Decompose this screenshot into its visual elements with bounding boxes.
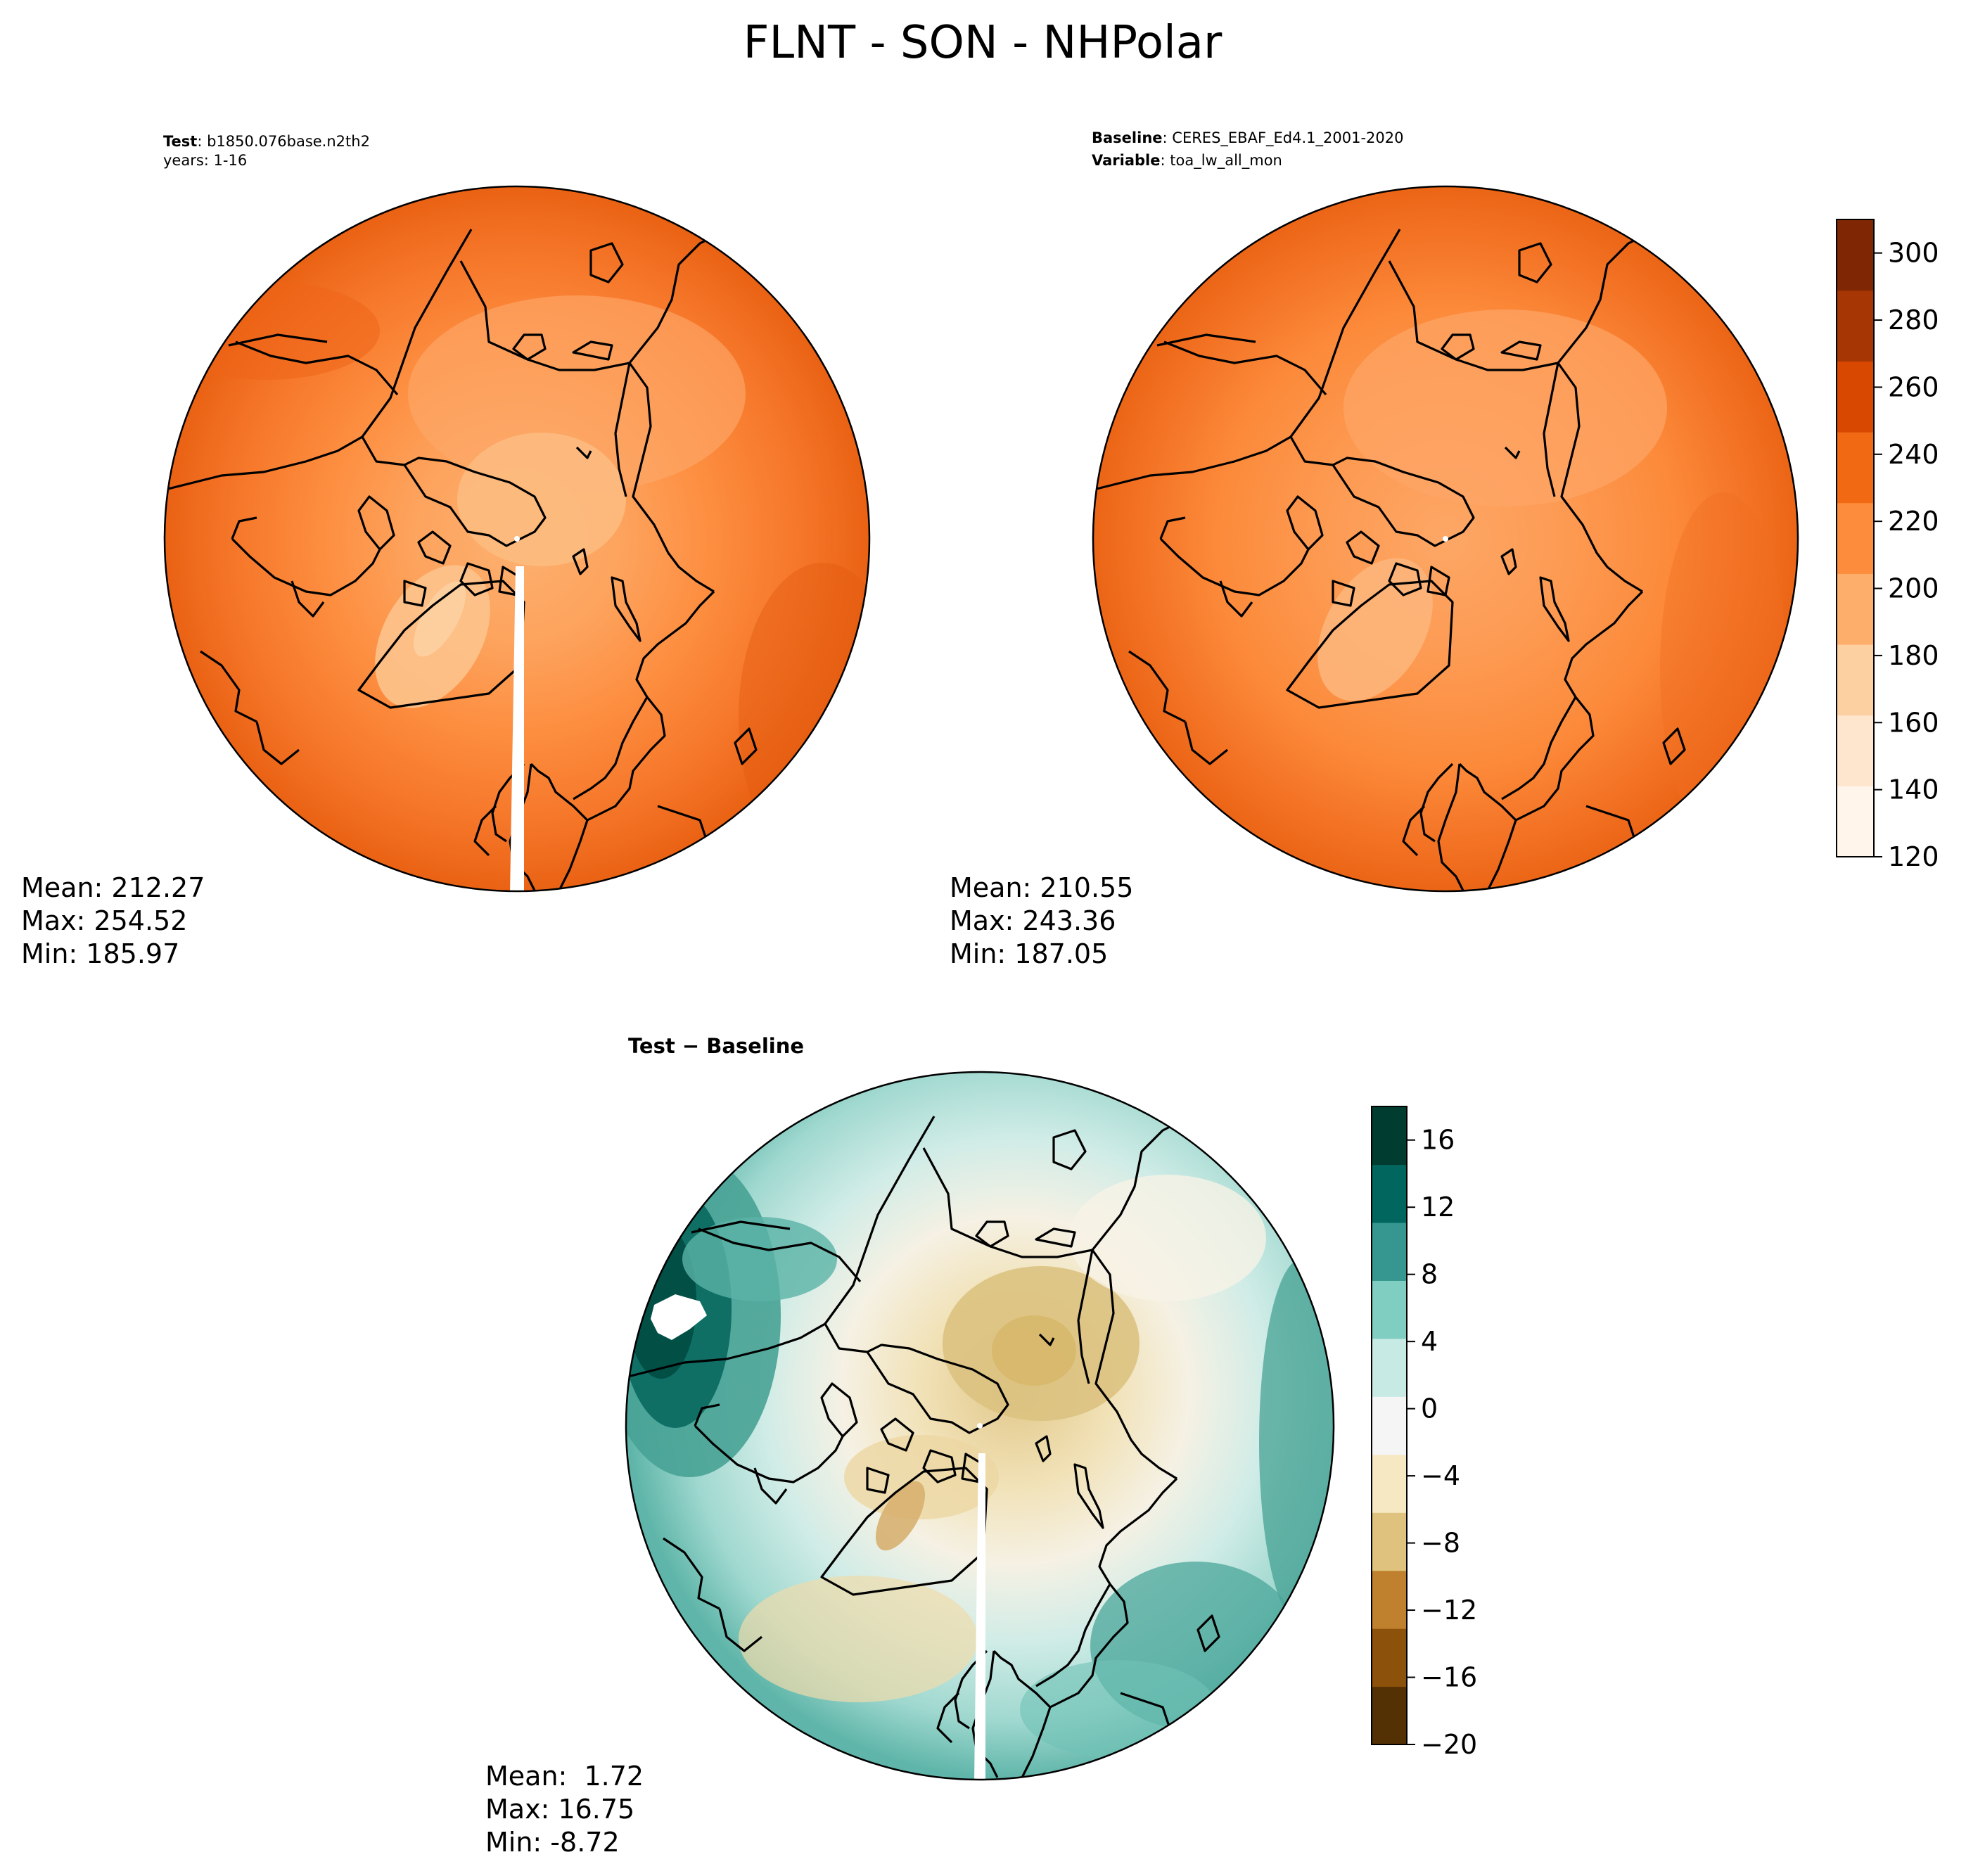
colorbar-main-segment	[1837, 361, 1874, 433]
baseline-header-value2: toa_lw_all_mon	[1170, 152, 1282, 170]
colorbar-diff: −20 −16 −12 −8 −4 0 4 8 12 16	[1371, 1106, 1477, 1760]
test-header-label: Test	[163, 133, 197, 150]
colorbar-diff-segment	[1372, 1280, 1407, 1339]
colorbar-main-tick-label: 220	[1888, 506, 1939, 537]
diff-max: Max: 16.75	[485, 1794, 634, 1825]
baseline-header-line1: Baseline: CERES_EBAF_Ed4.1_2001-2020	[1092, 129, 1403, 147]
colorbar-diff-segment	[1372, 1164, 1407, 1223]
colorbar-main-frame	[1836, 219, 1875, 857]
colorbar-main-tick-label: 200	[1888, 573, 1939, 604]
colorbar-diff-segment	[1372, 1338, 1407, 1397]
colorbar-diff-segment	[1372, 1396, 1407, 1455]
diff-panel: Test − Baseline Mean: 1.72 Max:	[485, 1034, 1335, 1858]
test-header-line1: Test: b1850.076base.n2th2	[163, 133, 370, 150]
colorbar-main-tick-label: 300	[1888, 238, 1939, 269]
colorbar-main-segment	[1837, 432, 1874, 504]
colorbar-diff-tick-label: 16	[1421, 1125, 1455, 1156]
test-header-value: b1850.076base.n2th2	[207, 133, 370, 150]
colorbar-diff-segment	[1372, 1628, 1407, 1687]
colorbar-main: 120 140 160 180 200 220 240 260 280 300	[1836, 219, 1939, 872]
colorbar-diff-segment	[1372, 1454, 1407, 1513]
figure-title: FLNT - SON - NHPolar	[743, 17, 1223, 69]
baseline-header-line2: Variable: toa_lw_all_mon	[1092, 152, 1282, 170]
colorbar-main-segment	[1837, 573, 1874, 645]
colorbar-main-tick-label: 140	[1888, 774, 1939, 805]
colorbar-diff-tick-label: 0	[1421, 1393, 1438, 1424]
baseline-min: Min: 187.05	[950, 938, 1108, 969]
colorbar-diff-segment	[1372, 1686, 1407, 1745]
baseline-header-value: CERES_EBAF_Ed4.1_2001-2020	[1172, 129, 1403, 147]
diff-min: Min: -8.72	[485, 1827, 620, 1858]
colorbar-diff-tick-label: −16	[1421, 1662, 1477, 1693]
colorbar-main-tick-label: 260	[1888, 371, 1939, 402]
test-panel: Test: b1850.076base.n2th2 years: 1-16 Me…	[21, 133, 871, 969]
colorbar-diff-segment	[1372, 1512, 1407, 1571]
colorbar-main-segment	[1837, 644, 1874, 716]
colorbar-diff-segment	[1372, 1222, 1407, 1281]
colorbar-main-segment	[1837, 290, 1874, 362]
test-min: Min: 185.97	[21, 938, 179, 969]
colorbar-diff-segment	[1372, 1570, 1407, 1629]
colorbar-diff-tick-label: 12	[1421, 1192, 1455, 1223]
test-max: Max: 254.52	[21, 905, 187, 936]
colorbar-main-tick-label: 160	[1888, 707, 1939, 738]
baseline-header-label: Baseline	[1092, 129, 1163, 146]
colorbar-main-tick-label: 280	[1888, 305, 1939, 336]
colorbar-diff-segment	[1372, 1106, 1407, 1166]
test-header-line2: years: 1-16	[163, 152, 247, 169]
baseline-polar-map	[1093, 186, 1798, 891]
diff-title: Test − Baseline	[628, 1034, 804, 1058]
test-mean: Mean: 212.27	[21, 872, 205, 903]
baseline-panel: Baseline: CERES_EBAF_Ed4.1_2001-2020 Var…	[950, 129, 1799, 969]
colorbar-diff-tick-label: −12	[1421, 1595, 1477, 1626]
colorbar-diff-tick-label: 4	[1421, 1326, 1438, 1357]
baseline-header-label2: Variable	[1092, 152, 1160, 169]
colorbar-diff-tick-label: −20	[1421, 1729, 1477, 1760]
baseline-max: Max: 243.36	[950, 905, 1116, 936]
colorbar-diff-frame	[1371, 1106, 1408, 1745]
colorbar-diff-tick-label: −4	[1421, 1460, 1460, 1491]
colorbar-main-segment	[1837, 715, 1874, 786]
baseline-mean: Mean: 210.55	[950, 872, 1133, 903]
colorbar-main-tick-label: 120	[1888, 841, 1939, 872]
colorbar-main-segment	[1837, 786, 1874, 857]
colorbar-main-tick-label: 180	[1888, 640, 1939, 671]
diff-mean: Mean: 1.72	[485, 1761, 644, 1792]
colorbar-diff-tick-label: −8	[1421, 1528, 1460, 1559]
colorbar-main-tick-label: 240	[1888, 439, 1939, 470]
colorbar-main-segment	[1837, 219, 1874, 291]
colorbar-diff-tick-label: 8	[1421, 1259, 1438, 1290]
colorbar-main-segment	[1837, 502, 1874, 574]
